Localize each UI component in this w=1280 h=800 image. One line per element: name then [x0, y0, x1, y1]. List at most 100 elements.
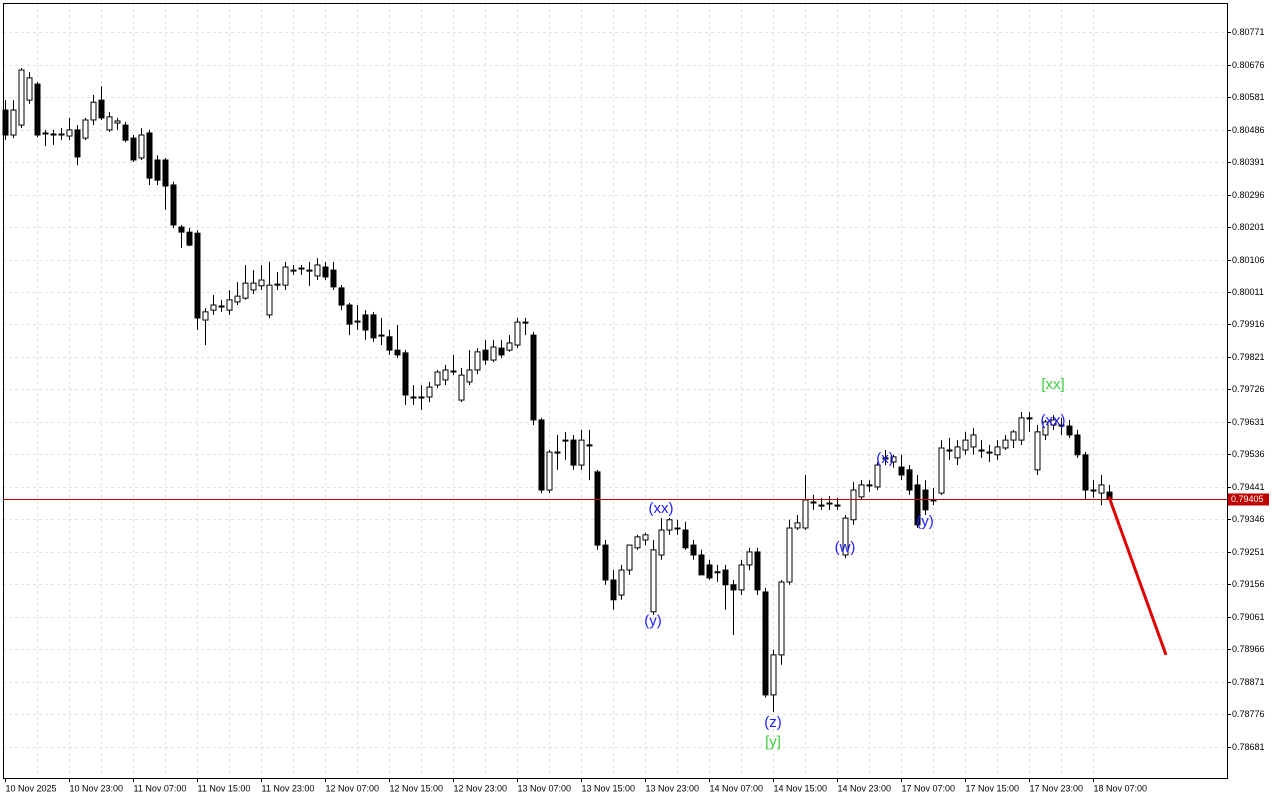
y-tick-label: 0.80011	[1232, 287, 1264, 297]
candle-body	[354, 320, 361, 323]
candle-body	[290, 269, 297, 272]
candle-body	[378, 334, 385, 337]
x-tick-label: 12 Nov 15:00	[390, 783, 444, 793]
y-tick-label: 0.80296	[1232, 190, 1265, 200]
forecast-line	[1107, 496, 1168, 656]
candle-body	[722, 569, 729, 586]
candle-body	[506, 342, 513, 351]
candle-body	[1090, 489, 1097, 492]
candle-body	[490, 346, 497, 361]
candle-body	[538, 419, 545, 491]
candle-body	[1018, 417, 1025, 441]
x-tick-label: 18 Nov 07:00	[1094, 783, 1148, 793]
x-tick-label: 11 Nov 15:00	[198, 783, 251, 793]
candle-body	[58, 133, 65, 136]
candle-body	[962, 439, 969, 451]
y-tick-label: 0.78871	[1232, 677, 1265, 687]
y-tick-label: 0.79346	[1232, 514, 1265, 524]
candle-body	[850, 489, 857, 521]
candle-body	[1034, 431, 1041, 471]
candle-body	[26, 77, 33, 101]
candle-body	[442, 369, 449, 381]
x-tick-label: 10 Nov 2025	[6, 783, 57, 793]
candle-body	[682, 529, 689, 549]
x-tick-label: 12 Nov 07:00	[326, 783, 380, 793]
x-tick-label: 14 Nov 07:00	[710, 783, 764, 793]
candle-body	[386, 336, 393, 351]
candle-body	[10, 109, 17, 136]
candle-body	[810, 501, 817, 504]
candle-body	[458, 374, 465, 401]
wave-label: (z)	[764, 714, 782, 731]
candle-body	[666, 519, 673, 531]
candle-body	[1042, 421, 1049, 436]
y-tick-label: 0.78776	[1232, 709, 1265, 719]
candle-body	[530, 334, 537, 421]
x-tick-label: 17 Nov 23:00	[1030, 783, 1084, 793]
candle-body	[170, 184, 177, 226]
candle-body	[634, 536, 641, 549]
candle-body	[794, 522, 801, 529]
candle-body	[1050, 419, 1057, 426]
candle-body	[570, 439, 577, 466]
y-tick-label: 0.80201	[1232, 222, 1265, 232]
candle-body	[90, 101, 97, 121]
y-tick-label: 0.80581	[1232, 92, 1265, 102]
price-tag	[1228, 493, 1269, 506]
x-tick-label: 11 Nov 07:00	[134, 783, 187, 793]
y-tick-label: 0.79821	[1232, 352, 1265, 362]
candle-body	[210, 304, 217, 311]
candle-body	[50, 133, 57, 136]
x-tick-label: 14 Nov 15:00	[774, 783, 828, 793]
price-tag-label: 0.79405	[1231, 494, 1264, 504]
candle-body	[730, 584, 737, 591]
x-tick-label: 13 Nov 15:00	[582, 783, 636, 793]
candle-body	[986, 451, 993, 454]
candle-body	[546, 451, 553, 491]
candle-body	[322, 266, 329, 278]
candle-body	[834, 504, 841, 507]
candle-body	[1058, 424, 1065, 427]
y-tick-label: 0.80771	[1232, 27, 1265, 37]
candle-body	[1074, 434, 1081, 456]
candle-body	[586, 444, 593, 447]
candle-body	[818, 504, 825, 507]
wave-label: [xx]	[1041, 376, 1064, 393]
candle-body	[226, 299, 233, 311]
x-tick-label: 10 Nov 23:00	[70, 783, 124, 793]
x-tick-label: 11 Nov 23:00	[262, 783, 315, 793]
candle-body	[930, 499, 937, 502]
candle-body	[882, 457, 889, 460]
wave-label: (x)	[876, 450, 894, 467]
y-tick-label: 0.79061	[1232, 612, 1265, 622]
candle-body	[314, 264, 321, 277]
y-tick-label: 0.79726	[1232, 384, 1265, 394]
candle-body	[714, 571, 721, 574]
candle-body	[434, 371, 441, 386]
candle-body	[450, 370, 457, 373]
y-tick-label: 0.79441	[1232, 482, 1265, 492]
candle-body	[306, 269, 313, 272]
x-tick-label: 13 Nov 07:00	[518, 783, 572, 793]
candle-body	[418, 396, 425, 399]
candle-body	[594, 471, 601, 546]
x-tick-label: 14 Nov 23:00	[838, 783, 892, 793]
candle-body	[738, 564, 745, 591]
candle-body	[706, 564, 713, 579]
y-tick-label: 0.80676	[1232, 60, 1265, 70]
candle-body	[562, 439, 569, 442]
y-tick-label: 0.79536	[1232, 449, 1265, 459]
candle-body	[858, 484, 865, 498]
candle-body	[866, 484, 873, 487]
candle-body	[298, 267, 305, 270]
candle-body	[234, 295, 241, 303]
candle-body	[898, 466, 905, 476]
candle-body	[802, 499, 809, 529]
candle-body	[394, 349, 401, 356]
candle-body	[994, 446, 1001, 456]
wave-label: (y)	[916, 513, 934, 530]
candle-body	[250, 282, 257, 291]
